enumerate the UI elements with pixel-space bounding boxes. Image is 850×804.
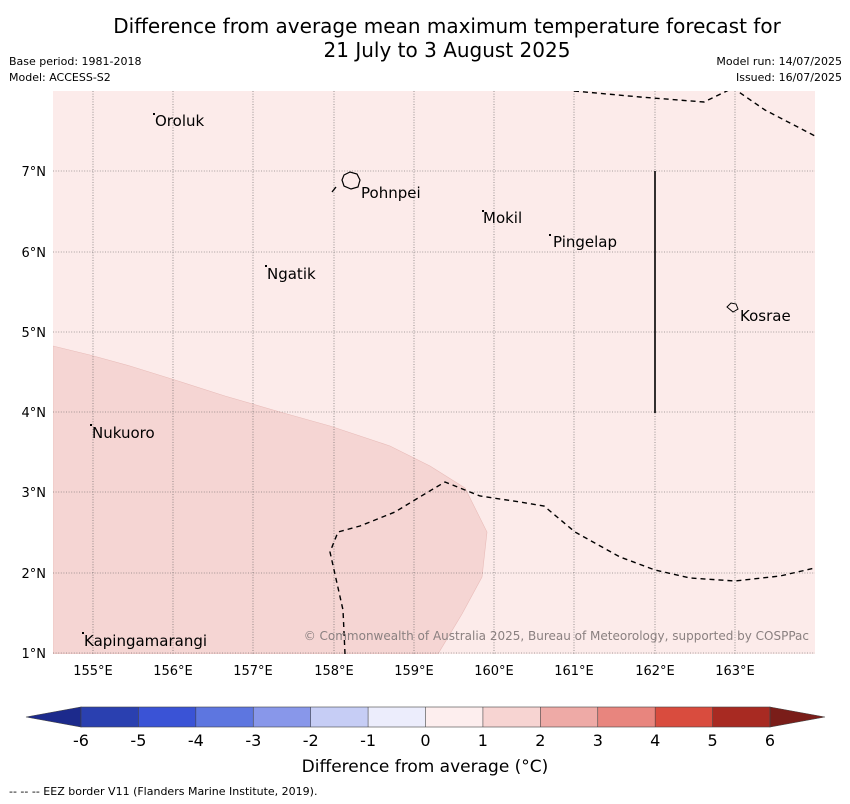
lon-tick-label: 161°E <box>554 664 594 679</box>
colorbar-segment <box>655 707 714 727</box>
colorbar-segment <box>540 707 599 727</box>
title-line-1: Difference from average mean maximum tem… <box>113 14 781 38</box>
colorbar-label: Difference from average (°C) <box>301 757 549 777</box>
lon-tick-label: 157°E <box>233 664 273 679</box>
lon-tick-label: 159°E <box>394 664 434 679</box>
place-label: Oroluk <box>155 112 204 130</box>
lon-tick-label: 163°E <box>715 664 755 679</box>
eez-footnote: -- -- -- EEZ border V11 (Flanders Marine… <box>9 785 318 798</box>
place-label: Kosrae <box>740 307 791 325</box>
place-labels: Oroluk Pohnpei Mokil Pingelap Ngatik Kosrae Nu… <box>82 112 791 650</box>
lat-tick-label: 3°N <box>22 486 47 501</box>
issued-text: Issued: 16/07/2025 <box>735 71 842 84</box>
colorbar-segment <box>712 707 771 727</box>
colorbar-segment <box>195 707 254 727</box>
colorbar-segment <box>253 707 312 727</box>
place-label: Ngatik <box>267 265 316 283</box>
colorbar-tick-label: 2 <box>535 731 545 750</box>
colorbar-tick-label: 1 <box>478 731 488 750</box>
lat-tick-label: 5°N <box>22 326 47 341</box>
colorbar-segment <box>482 707 541 727</box>
place-marker <box>90 424 92 426</box>
colorbar-tick-label: -2 <box>303 731 319 750</box>
colorbar-tick-label: -5 <box>130 731 146 750</box>
place-marker <box>265 265 267 267</box>
lon-tick-label: 156°E <box>153 664 193 679</box>
kosrae-island <box>726 302 739 313</box>
colorbar-tick-label: 6 <box>765 731 775 750</box>
model-run-text: Model run: 14/07/2025 <box>716 55 842 68</box>
place-label: Nukuoro <box>92 424 155 442</box>
colorbar-tick-label: -3 <box>245 731 261 750</box>
eez-border-south <box>329 481 815 654</box>
place-marker <box>82 632 84 634</box>
eez-border-fragment <box>331 186 337 193</box>
colorbar-tick-label: 5 <box>708 731 718 750</box>
colorbar-tick-label: -4 <box>188 731 204 750</box>
map-figure: Oroluk Pohnpei Mokil Pingelap Ngatik Kosrae Nu… <box>22 91 826 750</box>
lon-tick-label: 162°E <box>635 664 675 679</box>
meta-left: Base period: 1981-2018 Model: ACCESS-S2 <box>9 54 141 86</box>
colorbar-extend-low <box>25 706 82 728</box>
place-marker <box>153 113 155 115</box>
colorbar-segment <box>425 707 484 727</box>
colorbar-tick-label: -6 <box>73 731 89 750</box>
colorbar-tick-label: 4 <box>650 731 660 750</box>
colorbar-segment <box>81 707 139 727</box>
place-marker <box>482 210 484 212</box>
colorbar-segment <box>368 707 426 727</box>
place-label: Kapingamarangi <box>84 632 207 650</box>
place-label: Mokil <box>483 209 522 227</box>
colorbar-segment <box>597 707 656 727</box>
colorbar-extend-high <box>769 706 826 728</box>
title-line-2: 21 July to 3 August 2025 <box>323 38 571 62</box>
meta-right: Model run: 14/07/2025 Issued: 16/07/2025 <box>716 54 842 86</box>
place-label: Pingelap <box>553 233 617 251</box>
lon-tick-label: 158°E <box>314 664 354 679</box>
latitude-ticks: 1°N 2°N 3°N 4°N 5°N 6°N 7°N <box>22 165 47 662</box>
chart-title: Difference from average mean maximum tem… <box>0 14 850 62</box>
copyright-text: © Commonwealth of Australia 2025, Bureau… <box>304 629 809 643</box>
lat-tick-label: 7°N <box>22 165 47 180</box>
colorbar-tick-label: 3 <box>593 731 603 750</box>
colorbar-segment <box>310 707 369 727</box>
colorbar: -6 -5 -4 -3 -2 -1 0 1 2 3 4 5 6 <box>25 706 826 750</box>
place-label: Pohnpei <box>361 184 421 202</box>
model-text: Model: ACCESS-S2 <box>9 71 111 84</box>
lat-tick-label: 2°N <box>22 567 47 582</box>
lat-tick-label: 6°N <box>22 246 47 261</box>
colorbar-tick-label: 0 <box>420 731 430 750</box>
base-period-text: Base period: 1981-2018 <box>9 55 142 68</box>
place-marker <box>549 234 551 236</box>
colorbar-tick-label: -1 <box>360 731 376 750</box>
longitude-ticks: 155°E 156°E 157°E 158°E 159°E 160°E 161°E 162°E… <box>73 664 755 679</box>
anomaly-region-1-to-2 <box>53 345 488 654</box>
pohnpei-island <box>341 171 361 190</box>
lon-tick-label: 160°E <box>474 664 514 679</box>
lat-tick-label: 4°N <box>22 406 47 421</box>
lon-tick-label: 155°E <box>73 664 113 679</box>
colorbar-segment <box>138 707 197 727</box>
lat-tick-label: 1°N <box>22 647 47 662</box>
eez-border-north <box>573 91 815 137</box>
